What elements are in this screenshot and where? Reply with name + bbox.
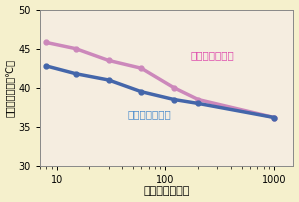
- Y-axis label: 半数致死温度（℃）: 半数致死温度（℃）: [6, 59, 16, 117]
- X-axis label: 接触時間（分）: 接触時間（分）: [144, 186, 190, 196]
- Text: マガキ浮遲幼生: マガキ浮遲幼生: [190, 50, 234, 60]
- Text: アサリ浮遲幼生: アサリ浮遲幼生: [128, 109, 171, 120]
